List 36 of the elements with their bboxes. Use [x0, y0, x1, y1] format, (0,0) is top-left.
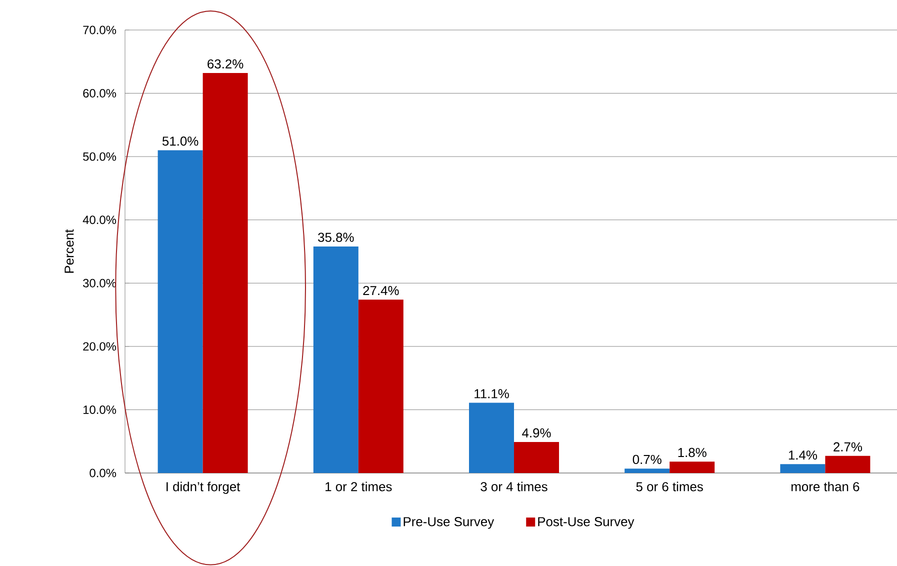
bar [202, 73, 248, 473]
bar [313, 246, 358, 473]
x-tick-label: I didn’t forget [166, 482, 240, 494]
y-tick-label: 70.0% [83, 26, 116, 34]
bar [825, 456, 870, 473]
bar [624, 468, 670, 473]
data-label: 4.9% [522, 428, 551, 438]
y-tick-label: 50.0% [83, 152, 116, 161]
y-tick-label: 10.0% [83, 405, 116, 414]
bar [514, 442, 560, 473]
y-tick-label: 40.0% [82, 216, 116, 224]
y-tick-label: 20.0% [83, 342, 116, 351]
x-tick-label: 3 or 4 times [480, 482, 548, 492]
bar [780, 464, 826, 473]
data-label: 63.2% [208, 59, 244, 69]
x-tick-label: 5 or 6 times [636, 482, 703, 492]
legend-label: Post-Use Survey [538, 517, 634, 529]
data-label: 11.1% [474, 389, 509, 398]
data-label: 27.4% [363, 286, 399, 296]
x-tick-label: more than 6 [792, 482, 860, 492]
data-label: 0.7% [632, 454, 662, 464]
bar [670, 462, 715, 473]
y-tick-label: 60.0% [83, 89, 116, 98]
bar [158, 150, 203, 473]
bar [358, 300, 404, 473]
data-label: 1.8% [678, 448, 706, 458]
data-label: 2.7% [834, 442, 862, 452]
legend-label: Pre-Use Survey [404, 517, 494, 529]
data-label: 51.0% [162, 136, 198, 146]
y-tick-label: 0.0% [90, 468, 116, 478]
data-label: 1.4% [788, 450, 818, 460]
y-tick-label: 30.0% [83, 278, 116, 288]
x-tick-label: 1 or 2 times [326, 482, 392, 492]
y-axis-title: Percent [64, 229, 74, 273]
bar [469, 402, 514, 473]
data-label: 35.8% [318, 232, 354, 242]
